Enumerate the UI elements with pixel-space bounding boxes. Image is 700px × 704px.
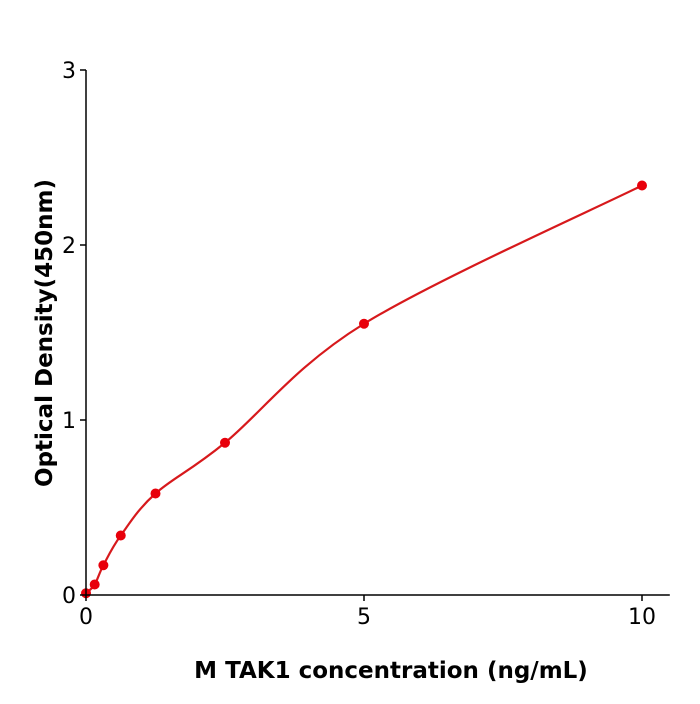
- data-point: [98, 560, 109, 571]
- x-axis-label: M TAK1 concentration (ng/mL): [194, 658, 588, 684]
- x-tick-label: 0: [79, 605, 93, 630]
- data-point: [89, 579, 100, 590]
- data-point: [637, 180, 647, 191]
- y-tick-label: 3: [62, 59, 76, 84]
- y-tick-label: 0: [62, 584, 76, 609]
- data-point: [359, 318, 369, 329]
- y-tick-label: 2: [62, 234, 76, 259]
- data-point: [150, 488, 161, 499]
- fit-curve: [85, 184, 643, 595]
- y-tick-label: 1: [62, 409, 76, 434]
- data-point: [115, 530, 126, 541]
- x-tick-label: 10: [628, 605, 656, 630]
- data-point: [220, 437, 230, 448]
- x-tick-label: 5: [357, 605, 371, 630]
- y-axis-label: Optical Density(450nm): [32, 179, 58, 487]
